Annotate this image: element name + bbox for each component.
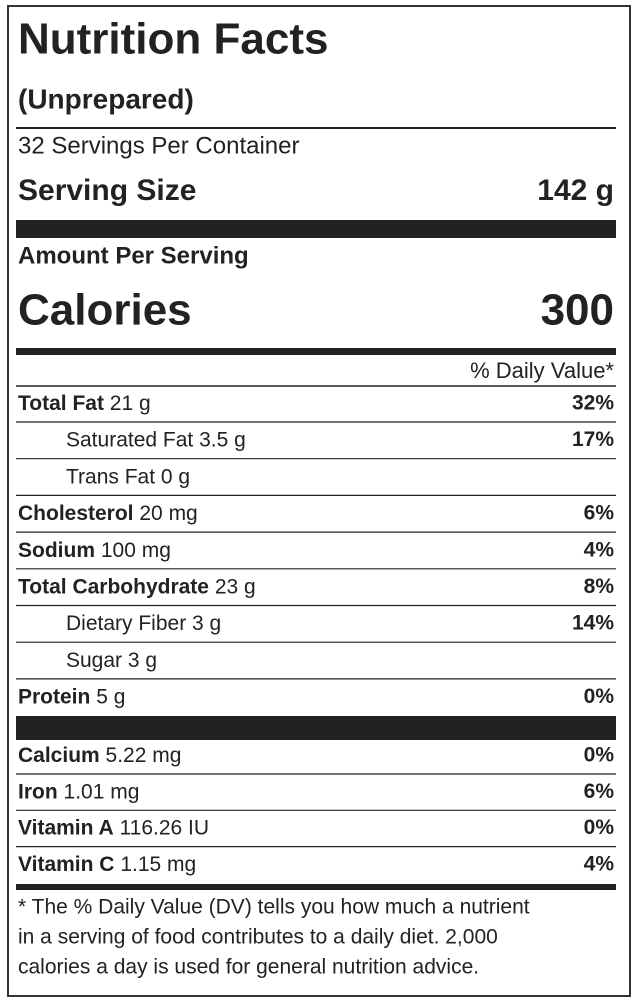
nutrient-row: Vitamin C 1.15 mg xyxy=(18,852,196,875)
footnote: in a serving of food contributes to a da… xyxy=(18,926,498,949)
daily-value: 4% xyxy=(584,538,615,561)
nutrient-name: Total Fat xyxy=(18,392,104,415)
nutrient-row: Trans Fat 0 g xyxy=(66,465,190,488)
label-border xyxy=(7,5,631,997)
nutrient-name: Total Carbohydrate xyxy=(18,575,209,598)
footnote: calories a day is used for general nutri… xyxy=(18,956,479,979)
nutrient-row: Protein 5 g xyxy=(18,685,125,708)
nutrient-row: Sodium 100 mg xyxy=(18,538,171,561)
daily-value: 6% xyxy=(584,780,615,803)
nutrient-amount: 5 g xyxy=(96,685,125,708)
nutrient-amount: 5.22 mg xyxy=(106,744,182,767)
nutrient-name: Cholesterol xyxy=(18,502,134,525)
thick-bar xyxy=(16,884,616,890)
dv-heading: % Daily Value* xyxy=(470,358,614,383)
servings: 32 Servings Per Container xyxy=(18,132,299,159)
nutrient-name: Vitamin C xyxy=(18,852,114,875)
serving-size: 142 g xyxy=(537,174,614,207)
calories-label: Calories xyxy=(18,286,192,335)
serving-size-label: Serving Size xyxy=(18,174,196,207)
thick-bar xyxy=(16,220,616,238)
nutrient-amount: 20 mg xyxy=(139,502,197,525)
nutrient-amount: 1.15 mg xyxy=(120,852,196,875)
subtitle: (Unprepared) xyxy=(18,83,194,114)
nutrient-row: Total Fat 21 g xyxy=(18,392,151,415)
nutrient-row: Saturated Fat 3.5 g xyxy=(66,428,246,451)
calories-value: 300 xyxy=(541,286,614,335)
nutrient-name: Trans Fat xyxy=(66,465,155,488)
nutrient-amount: 1.01 mg xyxy=(64,780,140,803)
nutrient-amount: 3 g xyxy=(128,648,157,671)
nutrient-row: Sugar 3 g xyxy=(66,648,157,671)
nutrient-row: Iron 1.01 mg xyxy=(18,780,139,803)
nutrient-name: Sodium xyxy=(18,538,95,561)
nutrient-row: Dietary Fiber 3 g xyxy=(66,612,221,635)
nutrient-name: Protein xyxy=(18,685,90,708)
footnote: * The % Daily Value (DV) tells you how m… xyxy=(18,896,530,919)
daily-value: 0% xyxy=(584,816,615,839)
thick-bar xyxy=(16,716,616,740)
nutrient-amount: 23 g xyxy=(215,575,256,598)
nutrient-row: Calcium 5.22 mg xyxy=(18,744,181,767)
nutrient-row: Cholesterol 20 mg xyxy=(18,502,198,525)
nutrient-amount: 116.26 IU xyxy=(120,816,210,839)
daily-value: 0% xyxy=(584,744,615,767)
nutrient-name: Calcium xyxy=(18,744,100,767)
nutrient-name: Vitamin A xyxy=(18,816,114,839)
nutrient-name: Iron xyxy=(18,780,58,803)
daily-value: 17% xyxy=(572,428,614,451)
daily-value: 8% xyxy=(584,575,615,598)
daily-value: 32% xyxy=(572,392,614,415)
amount-heading: Amount Per Serving xyxy=(18,242,249,269)
nutrient-amount: 3 g xyxy=(192,612,221,635)
daily-value: 14% xyxy=(572,612,614,635)
daily-value: 0% xyxy=(584,685,615,708)
nutrient-name: Saturated Fat xyxy=(66,428,193,451)
nutrient-row: Total Carbohydrate 23 g xyxy=(18,575,256,598)
nutrient-amount: 21 g xyxy=(110,392,151,415)
nutrient-amount: 100 mg xyxy=(101,538,171,561)
title: Nutrition Facts xyxy=(18,15,328,64)
nutrient-name: Sugar xyxy=(66,648,122,671)
daily-value: 4% xyxy=(584,852,615,875)
daily-value: 6% xyxy=(584,502,615,525)
nutrient-amount: 3.5 g xyxy=(199,428,246,451)
thick-bar xyxy=(16,348,616,355)
nutrient-name: Dietary Fiber xyxy=(66,612,186,635)
nutrient-amount: 0 g xyxy=(161,465,190,488)
nutrient-row: Vitamin A 116.26 IU xyxy=(18,816,209,839)
